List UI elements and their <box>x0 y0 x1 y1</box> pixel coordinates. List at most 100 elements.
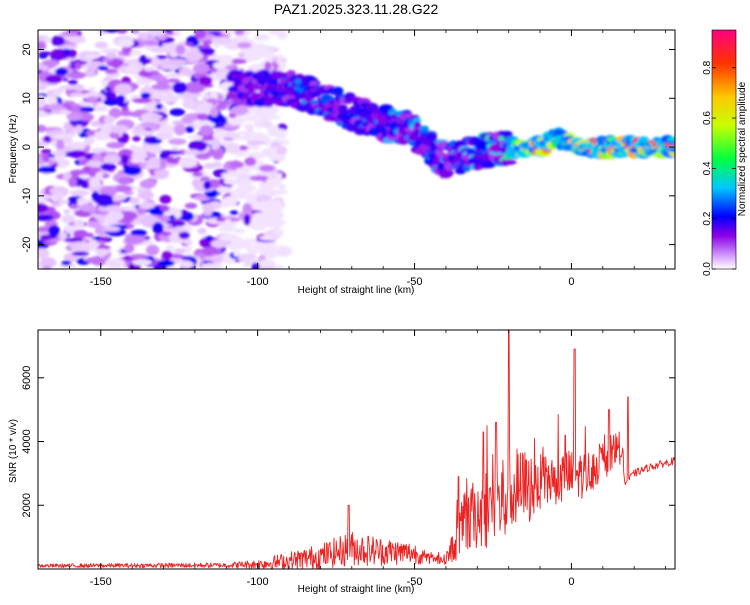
spectrogram-noise-blob <box>56 44 79 49</box>
colorbar-tick-label: 0.0 <box>702 262 713 276</box>
colorbar-tick-label: 0.8 <box>702 60 713 74</box>
spectrogram-y-tick-label: 20 <box>21 43 33 55</box>
spectrogram-noise-blob <box>245 56 255 62</box>
spectrogram-noise-blob <box>57 133 74 138</box>
snr-x-tick-label: -150 <box>90 576 112 588</box>
spectrogram-noise-blob <box>264 61 272 71</box>
spectrogram-noise-blob <box>155 131 174 140</box>
spectrogram-noise-blob <box>197 227 207 235</box>
spectrogram-noise-blob <box>263 250 277 259</box>
spectrogram-noise-blob <box>271 189 288 195</box>
spectrogram-noise-blob <box>196 113 209 121</box>
spectrogram-noise-blob <box>237 42 252 49</box>
spectrogram-noise-blob <box>84 69 96 78</box>
spectrogram-noise-blob <box>73 229 88 239</box>
spectrogram-noise-blob <box>229 210 239 216</box>
spectrogram-noise-blob <box>210 138 221 150</box>
spectrogram-noise-blob <box>188 140 208 152</box>
spectrogram-noise-blob <box>137 31 149 39</box>
spectrogram-frame <box>37 29 676 270</box>
spectrogram-noise-blob <box>212 130 226 141</box>
spectrogram-noise-blob <box>69 189 90 197</box>
spectrogram-noise-blob <box>230 106 249 116</box>
spectrogram-noise-blob <box>61 31 79 37</box>
spectrogram-noise-blob <box>234 30 245 36</box>
spectrogram-noise-blob <box>243 115 257 122</box>
spectrogram-noise-blob <box>145 244 160 256</box>
spectrogram-noise-blob <box>159 93 179 103</box>
spectrogram-noise-blob <box>40 149 52 154</box>
spectrogram-noise-blob <box>202 93 210 100</box>
spectrogram-noise-blob <box>164 227 187 233</box>
snr-frame <box>37 329 676 570</box>
spectrogram-noise-blob <box>211 36 233 45</box>
spectrogram-noise-blob <box>101 30 120 33</box>
spectrogram-x-tick-label: -100 <box>247 276 269 288</box>
spectrogram-noise-blob <box>99 185 118 197</box>
spectrogram-noise-blob <box>64 238 80 243</box>
spectrogram-noise-blob <box>38 110 48 118</box>
spectrogram-noise-blob <box>69 92 86 97</box>
spectrogram-noise-blob <box>90 120 102 127</box>
spectrogram-noise-blob <box>57 199 70 204</box>
spectrogram-noise-blob <box>274 128 288 139</box>
spectrogram-noise-blob <box>148 39 156 47</box>
spectrogram-noise-blob <box>195 104 209 116</box>
spectrogram-noise-blob <box>170 220 187 226</box>
spectrogram-noise-blob <box>86 96 99 102</box>
colorbar-gradient <box>711 29 737 270</box>
snr-y-tick-label: 6000 <box>21 366 33 390</box>
spectrogram-noise-blob <box>95 171 104 180</box>
spectrogram-noise-blob <box>276 145 288 155</box>
spectrogram-noise-blob <box>59 109 69 115</box>
spectrogram-noise-blob <box>191 178 201 188</box>
spectrogram-noise-blob <box>53 90 62 97</box>
spectrogram-noise-blob <box>68 176 78 188</box>
snr-x-tick-label: 0 <box>568 576 574 588</box>
spectrogram-noise-blob <box>38 41 47 51</box>
spectrogram-noise-blob <box>243 257 252 267</box>
spectrogram-noise-blob <box>86 160 104 168</box>
spectrogram-noise-blob <box>73 219 85 229</box>
spectrogram-noise-blob <box>74 61 82 70</box>
spectrogram-noise-blob <box>210 239 229 248</box>
spectrogram-noise-blob <box>94 245 111 250</box>
spectrogram-noise-blob <box>151 56 160 68</box>
spectrogram-noise-blob <box>264 206 282 214</box>
spectrogram-noise-blob <box>85 257 105 264</box>
spectrogram-signal-blob <box>332 86 344 96</box>
spectrogram-noise-blob <box>123 64 141 75</box>
spectrogram-noise-blob <box>173 208 182 219</box>
spectrogram-noise-blob <box>225 63 239 72</box>
snr-x-tick-label: -100 <box>247 576 269 588</box>
spectrogram-noise-blob <box>262 184 275 189</box>
spectrogram-noise-blob <box>123 166 142 176</box>
spectrogram-noise-blob <box>130 157 144 164</box>
snr-y-tick-label: 4000 <box>21 429 33 453</box>
spectrogram-noise-blob <box>205 235 213 241</box>
spectrogram-noise-blob <box>88 239 99 251</box>
spectrogram-noise-blob <box>67 141 88 149</box>
spectrogram-noise-blob <box>145 30 166 37</box>
spectrogram-noise-blob <box>251 262 260 269</box>
spectrogram-noise-blob <box>242 238 252 250</box>
spectrogram-y-tick-label: -10 <box>21 188 33 204</box>
spectrogram-noise-blob <box>165 58 187 66</box>
spectrogram-y-tick-label: 0 <box>21 144 33 150</box>
spectrogram-noise-blob <box>184 125 195 133</box>
spectrogram-noise-blob <box>147 156 161 168</box>
spectrogram-noise-blob <box>218 226 238 233</box>
spectrogram-noise-blob <box>92 153 103 163</box>
spectrogram-signal-blob <box>454 167 466 175</box>
colorbar: 0.0 0.2 0.4 0.6 0.8 Normalized spectral ampl… <box>702 29 748 276</box>
spectrogram-noise-blob <box>209 107 219 118</box>
spectrogram-noise-blob <box>43 135 52 144</box>
spectrogram-signal-blob <box>666 136 675 142</box>
spectrogram-noise-blob <box>129 253 149 259</box>
spectrogram-noise-blob <box>220 54 234 64</box>
spectrogram-noise-blob <box>52 150 67 158</box>
spectrogram-noise-blob <box>45 74 63 84</box>
spectrogram-signal-blob <box>475 141 491 150</box>
spectrogram-noise-blob <box>137 191 154 200</box>
